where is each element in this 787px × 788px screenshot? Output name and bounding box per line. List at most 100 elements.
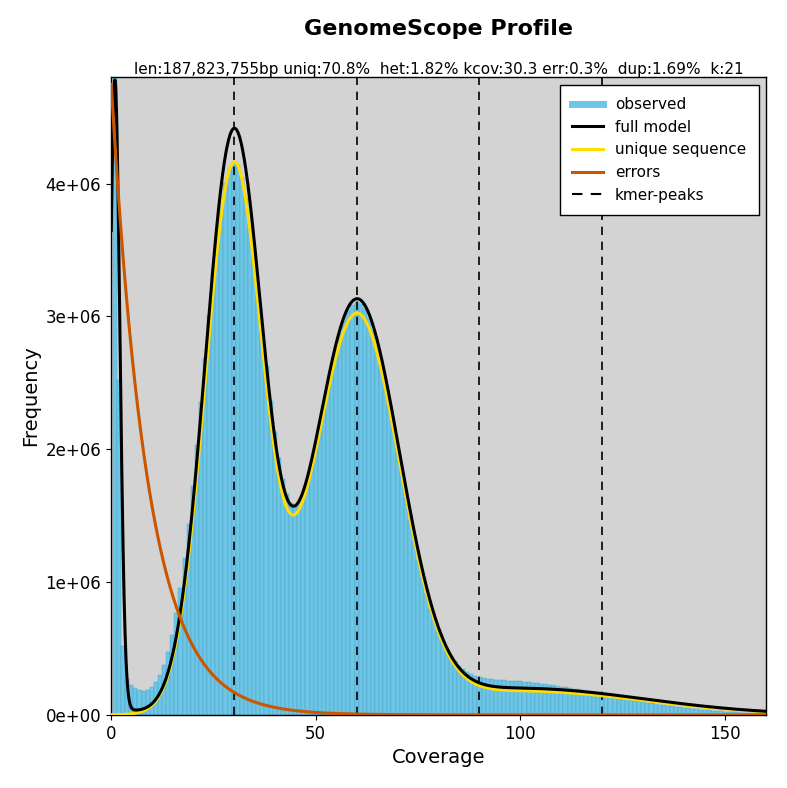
Bar bbox=[183, 559, 187, 715]
Bar bbox=[170, 634, 175, 715]
Bar bbox=[301, 495, 305, 715]
Bar bbox=[580, 690, 584, 715]
Bar bbox=[293, 505, 297, 715]
Bar bbox=[211, 274, 216, 715]
Bar bbox=[719, 712, 723, 715]
Bar bbox=[396, 452, 400, 715]
full model bbox=[425, 596, 434, 605]
unique sequence bbox=[230, 157, 239, 166]
unique sequence bbox=[106, 710, 116, 719]
Bar bbox=[227, 168, 231, 715]
unique sequence bbox=[623, 693, 632, 703]
Bar bbox=[326, 388, 330, 715]
Bar bbox=[637, 701, 641, 715]
Bar bbox=[563, 687, 567, 715]
Bar bbox=[375, 346, 379, 715]
Bar bbox=[653, 704, 658, 715]
unique sequence bbox=[762, 707, 771, 716]
Bar bbox=[461, 669, 465, 715]
errors bbox=[106, 80, 116, 89]
unique sequence bbox=[408, 526, 417, 536]
Bar bbox=[756, 713, 760, 715]
Bar bbox=[236, 165, 240, 715]
Bar bbox=[231, 162, 236, 715]
Bar bbox=[617, 697, 621, 715]
Bar bbox=[240, 177, 244, 715]
errors bbox=[742, 710, 752, 719]
Bar bbox=[498, 680, 502, 715]
Bar bbox=[129, 685, 133, 715]
Bar bbox=[113, 32, 117, 715]
full model bbox=[106, 225, 116, 235]
Bar bbox=[363, 309, 367, 715]
Bar bbox=[584, 691, 588, 715]
Bar bbox=[699, 710, 703, 715]
Bar bbox=[551, 686, 556, 715]
Bar bbox=[313, 449, 318, 715]
Bar bbox=[556, 686, 560, 715]
Line: full model: full model bbox=[111, 80, 767, 712]
Bar bbox=[150, 687, 154, 715]
Bar bbox=[346, 311, 350, 715]
full model bbox=[742, 705, 752, 715]
Bar bbox=[166, 652, 170, 715]
Bar bbox=[543, 684, 547, 715]
errors bbox=[623, 710, 632, 719]
Bar bbox=[612, 697, 617, 715]
unique sequence bbox=[743, 706, 752, 716]
Bar bbox=[678, 708, 682, 715]
Bar bbox=[662, 705, 666, 715]
full model bbox=[140, 704, 150, 713]
Bar bbox=[420, 578, 424, 715]
Bar bbox=[748, 713, 752, 715]
Bar bbox=[760, 713, 764, 715]
Bar bbox=[608, 696, 612, 715]
Bar bbox=[633, 701, 637, 715]
unique sequence bbox=[140, 705, 150, 715]
Bar bbox=[625, 699, 629, 715]
Bar bbox=[367, 318, 371, 715]
Bar bbox=[187, 524, 190, 715]
Bar bbox=[645, 703, 649, 715]
Bar bbox=[342, 321, 346, 715]
Bar bbox=[465, 672, 469, 715]
Bar bbox=[486, 678, 490, 715]
Bar bbox=[190, 486, 195, 715]
Bar bbox=[309, 467, 313, 715]
Bar bbox=[744, 712, 748, 715]
Bar bbox=[502, 680, 506, 715]
Bar bbox=[257, 292, 260, 715]
Bar bbox=[694, 709, 699, 715]
Bar bbox=[527, 682, 530, 715]
errors bbox=[762, 710, 771, 719]
Bar bbox=[567, 688, 571, 715]
Bar bbox=[133, 688, 138, 715]
Bar bbox=[338, 334, 342, 715]
Bar bbox=[547, 685, 551, 715]
Bar bbox=[600, 694, 604, 715]
full model bbox=[743, 705, 752, 715]
Bar bbox=[305, 483, 309, 715]
Bar bbox=[318, 429, 322, 715]
Bar bbox=[391, 429, 396, 715]
Bar bbox=[560, 686, 563, 715]
Bar bbox=[387, 406, 391, 715]
Bar bbox=[482, 678, 486, 715]
Bar bbox=[731, 712, 735, 715]
Bar bbox=[764, 713, 768, 715]
Bar bbox=[682, 708, 686, 715]
Bar bbox=[514, 681, 519, 715]
Bar bbox=[519, 682, 523, 715]
Bar bbox=[727, 712, 731, 715]
Bar bbox=[453, 661, 457, 715]
Bar bbox=[379, 364, 383, 715]
Bar bbox=[248, 225, 252, 715]
full model bbox=[762, 707, 771, 716]
Title: len:187,823,755bp uniq:70.8%  het:1.82% kcov:30.3 err:0.3%  dup:1.69%  k:21: len:187,823,755bp uniq:70.8% het:1.82% k… bbox=[134, 62, 744, 77]
Bar bbox=[359, 303, 363, 715]
errors bbox=[425, 710, 434, 719]
full model bbox=[623, 692, 632, 701]
Bar bbox=[220, 206, 224, 715]
Bar bbox=[260, 330, 264, 715]
Bar bbox=[604, 695, 608, 715]
